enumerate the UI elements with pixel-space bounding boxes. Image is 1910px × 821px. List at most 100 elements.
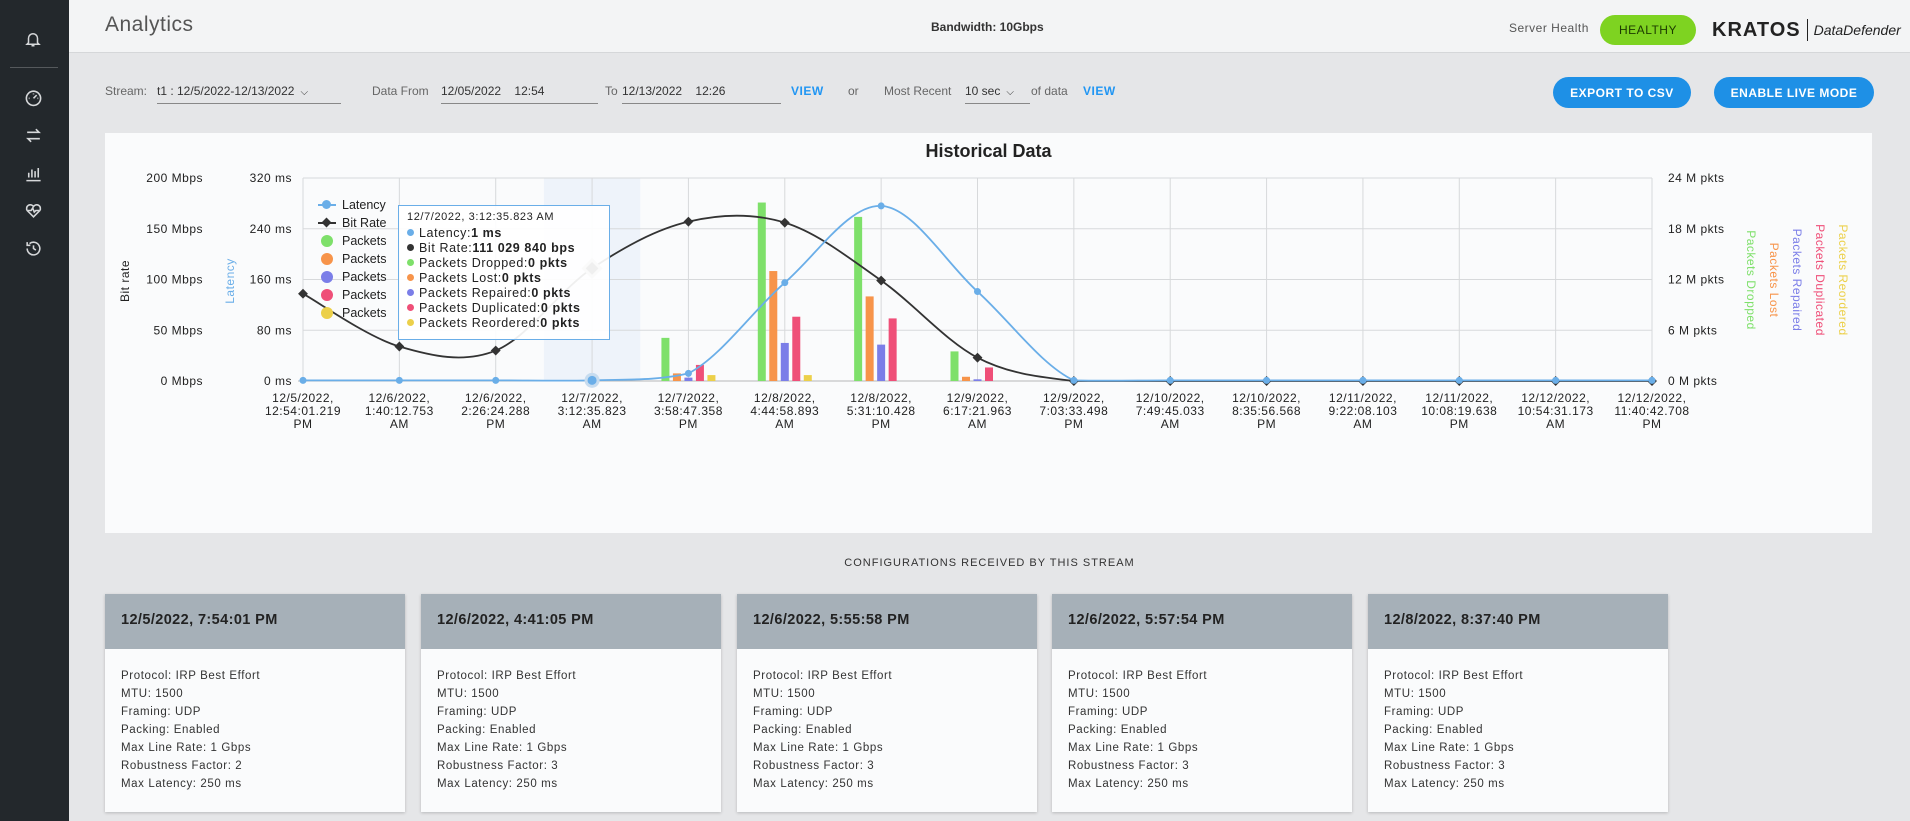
- view-range-button[interactable]: VIEW: [791, 84, 824, 98]
- config-card: 12/6/2022, 5:57:54 PM Protocol: IRP Best …: [1052, 594, 1352, 812]
- chevron-down-icon: ⌵: [1006, 87, 1014, 98]
- config-card-title: 12/6/2022, 5:55:58 PM: [737, 594, 1037, 649]
- historical-chart[interactable]: 0 Mbps 0 ms 0 M pkts 50 Mbps 80 ms 6 M pkts 10…: [105, 133, 1872, 533]
- bit-rate-point: [779, 217, 790, 228]
- tooltip-dot-icon: [407, 274, 414, 281]
- config-line: Protocol: IRP Best Effort: [121, 670, 261, 682]
- x-tick-label: 10:08:19.638: [1421, 404, 1497, 418]
- enable-live-mode-button[interactable]: ENABLE LIVE MODE: [1714, 77, 1874, 108]
- latency-tick-label: 320 ms: [250, 171, 292, 185]
- legend-item[interactable]: Packets: [316, 286, 386, 304]
- tooltip-label: Bit Rate:: [419, 240, 473, 255]
- kratos-logo: KRATOS DataDefender: [1712, 16, 1901, 44]
- latency-point: [395, 376, 403, 384]
- bar-chart-icon[interactable]: [20, 160, 46, 186]
- config-line: Max Latency: 250 ms: [121, 778, 242, 790]
- legend-item[interactable]: Packets: [316, 232, 386, 250]
- tooltip-row: Packets Reordered: 0 pkts: [407, 315, 609, 330]
- bit-rate-point: [298, 288, 308, 299]
- config-card: 12/6/2022, 5:55:58 PM Protocol: IRP Best …: [737, 594, 1037, 812]
- sidebar-divider: [10, 67, 58, 68]
- to-input[interactable]: 12/13/2022 12:26: [622, 79, 781, 104]
- latency-point: [1359, 376, 1367, 384]
- config-line: Framing: UDP: [437, 706, 518, 718]
- config-line: Packing: Enabled: [121, 724, 221, 736]
- history-icon[interactable]: [20, 235, 46, 261]
- x-tick-label: 9:22:08.103: [1328, 404, 1397, 418]
- export-csv-button[interactable]: EXPORT TO CSV: [1553, 77, 1691, 108]
- packets-tick-label: 12 M pkts: [1668, 273, 1725, 287]
- logo-brand: KRATOS: [1712, 18, 1801, 41]
- legend-item[interactable]: Latency: [316, 196, 386, 214]
- tooltip-value: 1 ms: [471, 225, 502, 240]
- packets-axis-title: Packets Dropped: [1744, 230, 1758, 330]
- legend-item[interactable]: Bit Rate: [316, 214, 386, 232]
- legend-item[interactable]: Packets: [316, 304, 386, 322]
- legend-item[interactable]: Packets: [316, 250, 386, 268]
- x-tick-label: 8:35:56.568: [1232, 404, 1301, 418]
- chart-legend: Latency Bit Rate Packets Packets Packets Pack…: [316, 196, 386, 322]
- heart-pulse-icon[interactable]: [20, 197, 46, 223]
- legend-line-marker-icon: [316, 217, 338, 229]
- chart-title: Historical Data: [925, 141, 1052, 161]
- health-status-badge: HEALTHY: [1600, 15, 1696, 45]
- config-line: Protocol: IRP Best Effort: [1068, 670, 1208, 682]
- sidebar: [0, 0, 69, 821]
- tooltip-label: Packets Duplicated:: [419, 300, 541, 315]
- config-line: Packing: Enabled: [1068, 724, 1168, 736]
- page-title: Analytics: [105, 13, 194, 36]
- most-recent-select[interactable]: 10 sec ⌵: [965, 79, 1030, 104]
- to-time: 12:26: [695, 84, 726, 98]
- x-tick-label: AM: [1353, 417, 1372, 431]
- configs-heading: CONFIGURATIONS RECEIVED BY THIS STREAM: [844, 557, 1135, 569]
- view-recent-button[interactable]: VIEW: [1083, 84, 1116, 98]
- bar-packets-lost: [962, 376, 970, 381]
- tooltip-dot-icon: [407, 259, 414, 266]
- x-tick-label: 12/12/2022,: [1618, 391, 1687, 405]
- bell-icon[interactable]: [20, 26, 46, 52]
- config-line: Protocol: IRP Best Effort: [753, 670, 893, 682]
- dashboard-gauge-icon[interactable]: [20, 84, 46, 110]
- config-line: Framing: UDP: [753, 706, 834, 718]
- tooltip-label: Latency:: [419, 225, 472, 240]
- x-tick-label: 7:49:45.033: [1136, 404, 1205, 418]
- stream-select[interactable]: t1 : 12/5/2022-12/13/2022 ⌵: [157, 79, 341, 104]
- config-line: Protocol: IRP Best Effort: [437, 670, 577, 682]
- historical-chart-panel: 0 Mbps 0 ms 0 M pkts 50 Mbps 80 ms 6 M pkts 10…: [105, 133, 1872, 533]
- config-line: Framing: UDP: [1068, 706, 1149, 718]
- chart-tooltip: 12/7/2022, 3:12:35.823 AM Latency: 1 ms B…: [398, 205, 610, 340]
- config-card-body: Protocol: IRP Best Effort MTU: 1500 Framin…: [105, 649, 405, 796]
- latency-point: [1648, 376, 1656, 384]
- legend-label: Packets: [342, 234, 387, 248]
- data-from-date: 12/05/2022: [441, 84, 502, 98]
- bit-rate-point: [876, 275, 887, 286]
- config-card-title: 12/6/2022, 4:41:05 PM: [421, 594, 721, 649]
- latency-tick-label: 240 ms: [250, 222, 292, 236]
- latency-point: [1455, 376, 1463, 384]
- x-tick-label: 2:26:24.288: [461, 404, 530, 418]
- data-from-input[interactable]: 12/05/2022 12:54: [441, 79, 598, 104]
- logo-separator: [1806, 19, 1808, 41]
- packets-tick-label: 24 M pkts: [1668, 171, 1725, 185]
- x-tick-label: 3:12:35.823: [558, 404, 627, 418]
- packets-tick-label: 0 M pkts: [1668, 374, 1717, 388]
- x-tick-label: 12/11/2022,: [1329, 391, 1397, 405]
- x-tick-label: 12/5/2022,: [272, 391, 334, 405]
- latency-point: [781, 279, 789, 287]
- transfer-arrows-icon[interactable]: [20, 122, 46, 148]
- legend-item[interactable]: Packets: [316, 268, 386, 286]
- x-tick-label: 6:17:21.963: [943, 404, 1012, 418]
- config-line: MTU: 1500: [753, 688, 816, 700]
- tooltip-label: Packets Repaired:: [419, 285, 532, 300]
- tooltip-label: Packets Reordered:: [419, 315, 541, 330]
- most-recent-label: Most Recent: [884, 84, 952, 98]
- config-line: Max Line Rate: 1 Gbps: [437, 742, 568, 754]
- bar-packets-reordered: [803, 375, 812, 381]
- bar-packets-dropped: [661, 337, 670, 381]
- legend-label: Packets: [342, 306, 387, 320]
- x-tick-label: AM: [1161, 417, 1180, 431]
- tooltip-dot-icon: [407, 244, 414, 251]
- server-health-label: Server Health: [1509, 21, 1589, 35]
- latency-tick-label: 160 ms: [250, 273, 292, 287]
- packets-axis-title: Packets Repaired: [1790, 229, 1804, 332]
